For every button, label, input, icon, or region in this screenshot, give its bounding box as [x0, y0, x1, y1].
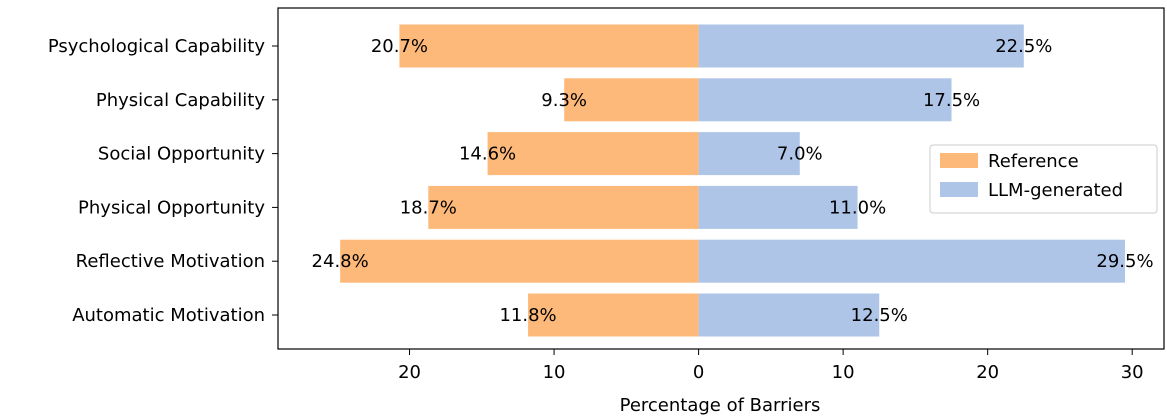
reference-value-label-1: 9.3% — [541, 90, 587, 111]
category-label-2: Social Opportunity — [98, 144, 265, 165]
category-label-0: Psychological Capability — [48, 36, 266, 57]
llm-value-label-3: 11.0% — [829, 197, 886, 218]
reference-bar-1 — [564, 78, 699, 122]
reference-value-label-0: 20.7% — [371, 36, 428, 57]
llm-legend-swatch — [940, 182, 978, 197]
llm-value-label-0: 22.5% — [995, 36, 1052, 57]
reference-bar-2 — [487, 132, 699, 176]
reference-value-label-2: 14.6% — [459, 144, 516, 165]
reference-bar-3 — [428, 185, 699, 229]
llm-bar-3 — [698, 185, 858, 229]
llm-bar-4 — [698, 239, 1125, 283]
plot-frame — [277, 7, 1165, 350]
reference-bar-0 — [399, 24, 699, 68]
llm-bar-0 — [698, 24, 1024, 68]
reference-legend-label: Reference — [988, 151, 1079, 172]
x-tick-label-4: 20 — [976, 362, 999, 383]
reference-value-label-5: 11.8% — [499, 305, 556, 326]
x-tick-label-0: 20 — [398, 362, 421, 383]
reference-bar-4 — [340, 239, 699, 283]
category-label-3: Physical Opportunity — [78, 197, 265, 218]
x-tick-label-5: 30 — [1121, 362, 1144, 383]
reference-bar-5 — [528, 293, 699, 337]
x-axis-ticks: 20 10 0 10 20 30 — [398, 349, 1144, 383]
category-label-1: Physical Capability — [96, 90, 265, 111]
x-tick-label-3: 10 — [832, 362, 855, 383]
llm-value-label-4: 29.5% — [1096, 251, 1153, 272]
category-label-5: Automatic Motivation — [72, 305, 265, 326]
x-tick-label-2: 0 — [693, 362, 704, 383]
reference-legend-swatch — [940, 153, 978, 168]
llm-value-label-1: 17.5% — [923, 90, 980, 111]
legend-box — [929, 144, 1158, 214]
category-label-4: Reflective Motivation — [76, 251, 265, 272]
reference-value-label-3: 18.7% — [400, 197, 457, 218]
category-labels: Psychological Capability Physical Capabil… — [48, 36, 278, 326]
llm-bar-1 — [698, 78, 952, 122]
llm-bar-5 — [698, 293, 880, 337]
llm-value-label-2: 7.0% — [777, 144, 823, 165]
x-tick-label-1: 10 — [543, 362, 566, 383]
llm-legend-label: LLM-generated — [988, 180, 1123, 201]
reference-value-label-4: 24.8% — [312, 251, 369, 272]
llm-value-label-5: 12.5% — [851, 305, 908, 326]
x-axis-label: Percentage of Barriers — [620, 395, 821, 416]
plot-area: 20.7% 22.5% 9.3% 17.5% 14.6% 7.0% 18.7% 11.0% 24… — [277, 7, 1165, 350]
llm-bar-2 — [698, 132, 800, 176]
legend: Reference LLM-generated — [929, 144, 1158, 214]
